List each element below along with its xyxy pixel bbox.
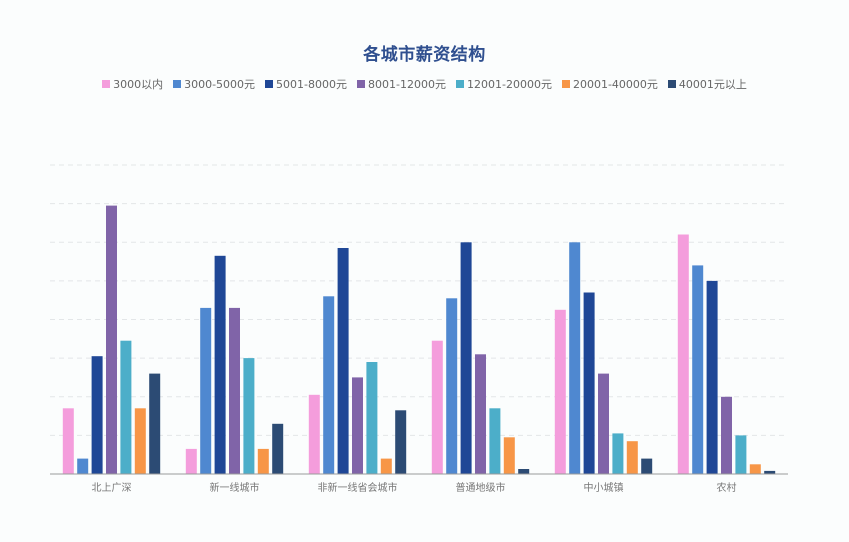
legend-label: 20001-40000元: [572, 78, 658, 91]
bar[interactable]: [554, 309, 566, 474]
bar[interactable]: [308, 394, 320, 474]
x-tick-label: 普通地级市: [456, 481, 506, 494]
bar[interactable]: [735, 435, 747, 474]
bar[interactable]: [337, 248, 349, 474]
legend-item[interactable]: 8001-12000元: [357, 76, 446, 92]
bar[interactable]: [257, 448, 269, 474]
bar[interactable]: [431, 340, 443, 474]
legend-label: 3000-5000元: [184, 78, 256, 91]
bar[interactable]: [134, 408, 146, 474]
legend-label: 3000以内: [113, 78, 164, 91]
x-tick-label: 北上广深: [92, 482, 132, 494]
bar[interactable]: [120, 340, 132, 474]
bar[interactable]: [677, 234, 689, 475]
bar[interactable]: [460, 242, 472, 475]
bar[interactable]: [106, 205, 117, 474]
bar[interactable]: [518, 469, 530, 474]
x-tick-label: 中小城镇: [584, 481, 624, 494]
legend-swatch: [455, 80, 464, 88]
bar[interactable]: [77, 458, 89, 474]
bar[interactable]: [475, 354, 486, 474]
bar[interactable]: [380, 458, 392, 474]
bar[interactable]: [91, 356, 103, 474]
bar[interactable]: [185, 448, 197, 474]
bar[interactable]: [352, 377, 363, 474]
bar[interactable]: [583, 292, 595, 475]
legend-label: 40001元以上: [678, 78, 747, 91]
bar[interactable]: [569, 242, 581, 475]
bar[interactable]: [200, 307, 212, 474]
legend-swatch: [667, 80, 676, 88]
bar[interactable]: [764, 470, 776, 474]
bar[interactable]: [323, 296, 335, 474]
bar[interactable]: [692, 265, 704, 474]
chart-title: 各城市薪资结构: [363, 45, 486, 65]
legend-label: 12001-20000元: [466, 78, 552, 91]
x-tick-label: 新一线城市: [210, 481, 260, 494]
bar[interactable]: [243, 358, 255, 474]
legend-item[interactable]: 5001-8000元: [265, 76, 347, 92]
legend-label: 5001-8000元: [276, 78, 348, 91]
bar[interactable]: [366, 362, 378, 474]
legend-label: 8001-12000元: [368, 78, 446, 91]
bar[interactable]: [598, 373, 609, 474]
x-tick-label: 农村: [717, 481, 737, 494]
x-tick-label: 非新一线省会城市: [318, 481, 398, 494]
bar[interactable]: [612, 433, 624, 474]
legend-swatch: [357, 80, 366, 88]
bar[interactable]: [214, 255, 226, 474]
legend-swatch: [173, 80, 182, 88]
legend-item[interactable]: 3000-5000元: [173, 76, 255, 92]
bar[interactable]: [149, 373, 161, 474]
bar[interactable]: [749, 464, 761, 474]
legend-item[interactable]: 12001-20000元: [455, 76, 552, 92]
bar[interactable]: [446, 298, 458, 474]
bar[interactable]: [229, 307, 240, 474]
legend-swatch: [561, 80, 570, 88]
bar[interactable]: [706, 280, 718, 474]
bar[interactable]: [395, 410, 407, 474]
legend-item[interactable]: 20001-40000元: [561, 76, 658, 92]
bar[interactable]: [721, 396, 732, 475]
legend-item[interactable]: 40001元以上: [667, 76, 747, 92]
legend-item[interactable]: 3000以内: [102, 76, 163, 92]
bar[interactable]: [641, 458, 653, 474]
legend-swatch: [102, 80, 111, 88]
bar[interactable]: [62, 408, 74, 474]
bar[interactable]: [489, 408, 501, 474]
chart-legend: 3000以内 3000-5000元 5001-8000元 8001-12000元 120…: [0, 76, 849, 92]
legend-swatch: [265, 80, 274, 88]
bar[interactable]: [626, 441, 638, 474]
bar[interactable]: [272, 423, 284, 474]
bar[interactable]: [503, 437, 515, 474]
